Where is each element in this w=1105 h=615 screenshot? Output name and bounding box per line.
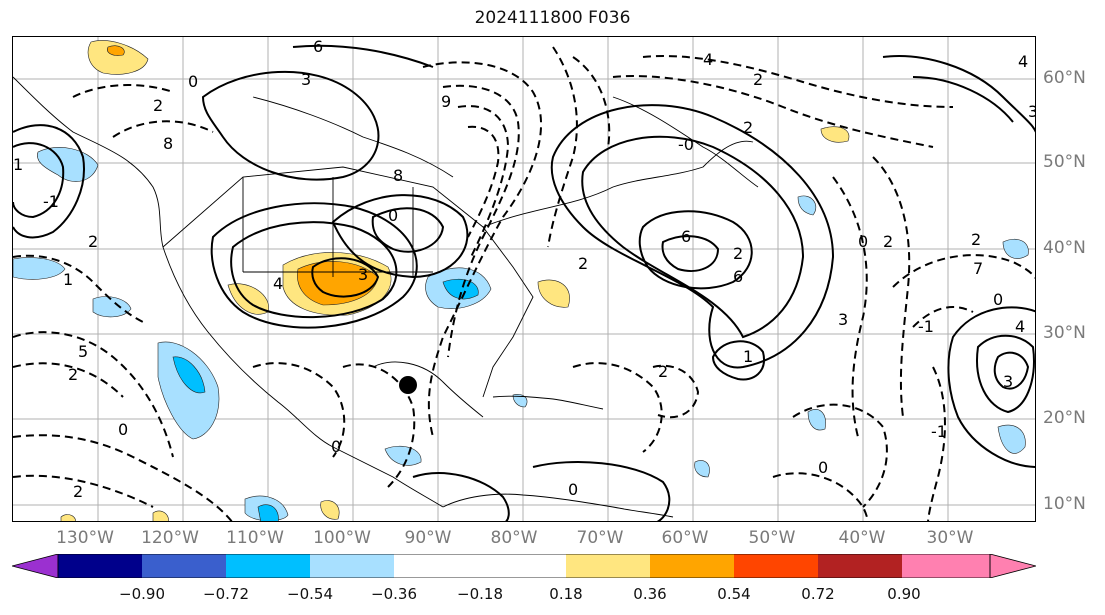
contour-label: 2 bbox=[153, 96, 163, 115]
lat-label: 50°N bbox=[1043, 152, 1086, 172]
lon-label: 110°W bbox=[226, 528, 284, 548]
lon-label: 90°W bbox=[404, 528, 452, 548]
colorbar-tick-label: −0.36 bbox=[371, 585, 417, 603]
contour-label: 2 bbox=[73, 482, 83, 501]
contour-label: 0 bbox=[188, 72, 198, 91]
contour-label: 2 bbox=[753, 70, 763, 89]
lon-label: 80°W bbox=[490, 528, 538, 548]
shading-patches bbox=[13, 40, 1029, 521]
contour-label: 0 bbox=[388, 206, 398, 225]
contour-label: 2 bbox=[578, 254, 588, 273]
contour-label: 7 bbox=[973, 259, 983, 278]
contour-label: 1 bbox=[743, 347, 753, 366]
contour-label: 4 bbox=[1018, 52, 1028, 71]
colorbar-swatch bbox=[902, 554, 990, 578]
contour-label: 2 bbox=[971, 230, 981, 249]
lon-label: 100°W bbox=[313, 528, 371, 548]
contour-label: 1 bbox=[13, 155, 23, 174]
map-panel: 6 4 3 2 0 9 2 4 2 1 8 -1 6 8 3 2 1 2 6 4… bbox=[12, 36, 1036, 522]
lon-label: 50°W bbox=[748, 528, 796, 548]
contour-label: 4 bbox=[1015, 317, 1025, 336]
contour-label: 0 bbox=[118, 420, 128, 439]
lat-label: 40°N bbox=[1043, 238, 1086, 258]
contour-label: 2 bbox=[88, 232, 98, 251]
map-canvas: 6 4 3 2 0 9 2 4 2 1 8 -1 6 8 3 2 1 2 6 4… bbox=[13, 37, 1036, 521]
contour-label: 3 bbox=[1003, 372, 1013, 391]
contour-label: -1 bbox=[931, 422, 947, 441]
contour-label: 0 bbox=[568, 480, 578, 499]
colorbar bbox=[12, 554, 1036, 578]
colorbar-tick-label: 0.72 bbox=[801, 585, 835, 603]
colorbar-swatch bbox=[310, 554, 394, 578]
contour-label: 4 bbox=[703, 50, 713, 69]
contour-label: 3 bbox=[301, 70, 311, 89]
contour-label: 6 bbox=[681, 227, 691, 246]
colorbar-tick-label: −0.54 bbox=[287, 585, 333, 603]
colorbar-swatch bbox=[650, 554, 734, 578]
contour-label: 2 bbox=[743, 118, 753, 137]
lon-label: 120°W bbox=[141, 528, 199, 548]
graticule bbox=[13, 37, 1035, 521]
lat-label: 10°N bbox=[1043, 494, 1086, 514]
contour-label: 0 bbox=[858, 232, 868, 251]
colorbar-swatch bbox=[142, 554, 226, 578]
contour-label: 4 bbox=[273, 274, 283, 293]
contour-label: 3 bbox=[838, 310, 848, 329]
colorbar-tick-label: −0.18 bbox=[457, 585, 503, 603]
contour-label: 0 bbox=[818, 458, 828, 477]
contour-label: -1 bbox=[43, 192, 59, 211]
colorbar-tick-label: 0.36 bbox=[633, 585, 667, 603]
contour-labels: 6 4 3 2 0 9 2 4 2 1 8 -1 6 8 3 2 1 2 6 4… bbox=[13, 37, 1036, 501]
contour-label: 2 bbox=[883, 232, 893, 251]
contour-label: 0 bbox=[331, 437, 341, 456]
lon-label: 30°W bbox=[926, 528, 974, 548]
lon-label: 70°W bbox=[576, 528, 624, 548]
contour-label: 3 bbox=[1028, 102, 1036, 121]
lat-label: 30°N bbox=[1043, 323, 1086, 343]
colorbar-tick-label: −0.72 bbox=[203, 585, 249, 603]
contour-label: 6 bbox=[313, 37, 323, 56]
position-marker bbox=[399, 376, 417, 394]
colorbar-tick-label: 0.90 bbox=[887, 585, 921, 603]
contour-label: 3 bbox=[358, 265, 368, 284]
contour-label: 9 bbox=[441, 92, 451, 111]
colorbar-swatch bbox=[566, 554, 650, 578]
lon-label: 40°W bbox=[838, 528, 886, 548]
lon-label: 60°W bbox=[661, 528, 709, 548]
map-title: 2024111800 F036 bbox=[474, 8, 631, 28]
colorbar-tick-label: 0.18 bbox=[549, 585, 583, 603]
lat-label: 20°N bbox=[1043, 408, 1086, 428]
contour-label: -0 bbox=[678, 135, 694, 154]
contour-label: 8 bbox=[163, 134, 173, 153]
colorbar-swatch bbox=[818, 554, 902, 578]
colorbar-max-extend bbox=[989, 554, 1036, 578]
contour-label: 0 bbox=[993, 290, 1003, 309]
colorbar-swatch bbox=[734, 554, 818, 578]
contour-label: 6 bbox=[733, 267, 743, 286]
contour-label: 5 bbox=[78, 342, 88, 361]
contour-label: 2 bbox=[733, 244, 743, 263]
coastlines bbox=[13, 76, 759, 518]
dashed-contours bbox=[13, 46, 1035, 521]
contour-label: 2 bbox=[68, 365, 78, 384]
contour-label: -1 bbox=[918, 317, 934, 336]
lat-label: 60°N bbox=[1043, 68, 1086, 88]
colorbar-swatch bbox=[58, 554, 142, 578]
solid-contours bbox=[13, 44, 1035, 521]
colorbar-min-extend bbox=[12, 554, 59, 578]
contour-label: 1 bbox=[63, 270, 73, 289]
colorbar-tick-label: −0.90 bbox=[119, 585, 165, 603]
colorbar-swatch bbox=[226, 554, 310, 578]
contour-label: 2 bbox=[658, 362, 668, 381]
colorbar-tick-label: 0.54 bbox=[717, 585, 751, 603]
colorbar-swatch bbox=[394, 554, 566, 578]
contour-label: 8 bbox=[393, 166, 403, 185]
lon-label: 130°W bbox=[56, 528, 114, 548]
